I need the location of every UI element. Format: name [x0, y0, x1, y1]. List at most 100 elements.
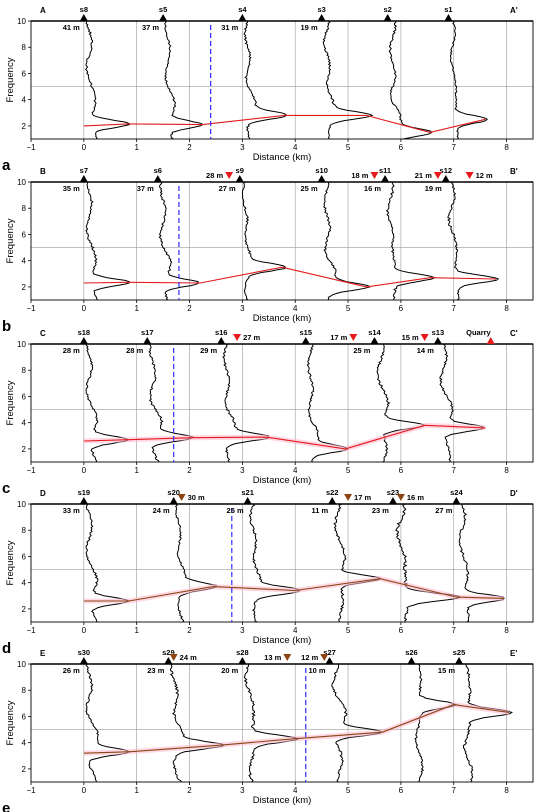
station-marker: [169, 497, 178, 504]
station-marker: [79, 175, 88, 182]
x-tick-label: 3: [240, 304, 245, 313]
x-tick-label: 8: [504, 786, 509, 795]
borehole-marker: [233, 334, 242, 341]
hvsr-curve: [248, 504, 301, 622]
x-tick-label: 6: [399, 143, 404, 152]
hvsr-curve: [158, 182, 200, 300]
hvsr-curve: [323, 182, 371, 300]
hvsr-curve: [458, 504, 505, 622]
plot-frame: [30, 663, 534, 783]
y-tick-label: 2: [22, 122, 27, 131]
x-tick-label: 2: [187, 304, 192, 313]
station-marker: [433, 337, 442, 344]
y-tick-label: 8: [22, 204, 27, 213]
y-tick-label: 10: [17, 178, 26, 187]
x-tick-label: 4: [293, 626, 298, 635]
station-depth: 14 m: [417, 346, 434, 355]
station-marker: [153, 175, 162, 182]
station-depth: 25 m: [227, 506, 244, 515]
y-axis-title: Frequency: [5, 700, 16, 745]
x-tick-label: 1: [134, 466, 139, 475]
station-label: s5: [159, 5, 167, 14]
x-axis-title: Distance (km): [253, 475, 312, 486]
y-tick-label: 10: [17, 17, 26, 26]
station-depth: 19 m: [301, 23, 318, 32]
y-tick-label: 4: [22, 96, 27, 105]
hvsr-curve: [148, 344, 195, 462]
station-depth: 27 m: [435, 506, 452, 515]
station-depth: 23 m: [372, 506, 389, 515]
station-marker: [444, 14, 453, 21]
borehole-marker: [465, 172, 474, 179]
profile-end-label: C': [510, 329, 518, 338]
station-depth: 19 m: [425, 184, 442, 193]
station-marker: [143, 337, 152, 344]
station-depth: 25 m: [301, 184, 318, 193]
station-marker: [317, 175, 326, 182]
panel-a: −1 0 1 2 3 4 5 6 7 8 2 4 6 8 10 Distance (km) Frequency a…: [2, 5, 534, 174]
panel-letter: e: [2, 800, 10, 812]
profile-start-label: E: [40, 649, 46, 658]
hvsr-curve: [164, 21, 204, 139]
station-depth: 27 m: [219, 184, 236, 193]
y-tick-label: 6: [22, 392, 27, 401]
station-marker: [407, 657, 416, 664]
x-tick-label: 0: [82, 143, 87, 152]
station-marker: [441, 175, 450, 182]
y-axis-title: Frequency: [5, 218, 16, 263]
y-tick-label: 4: [22, 419, 27, 428]
x-axis-title: Distance (km): [253, 313, 312, 324]
station-label: s1: [444, 5, 452, 14]
station-label: s24: [450, 488, 463, 497]
x-tick-label: 1: [134, 304, 139, 313]
x-tick-label: 7: [452, 626, 457, 635]
station-label: s3: [317, 5, 325, 14]
x-tick-label: 1: [134, 626, 139, 635]
x-tick-label: 5: [346, 466, 351, 475]
station-marker: [79, 497, 88, 504]
interface-line: [83, 114, 486, 133]
hvsr-curve: [388, 21, 433, 139]
x-tick-label: 3: [240, 143, 245, 152]
station-label: s18: [78, 328, 91, 337]
station-marker: [79, 14, 88, 21]
profile-start-label: B: [40, 167, 46, 176]
station-label: s16: [215, 328, 228, 337]
x-tick-label: 1: [134, 786, 139, 795]
station-depth: 41 m: [63, 23, 80, 32]
hvsr-curve: [439, 344, 485, 462]
x-tick-label: 2: [187, 786, 192, 795]
x-tick-label: 2: [187, 626, 192, 635]
x-tick-label: 7: [452, 786, 457, 795]
y-tick-label: 8: [22, 43, 27, 52]
station-label: Quarry: [466, 328, 491, 337]
profile-start-label: C: [40, 329, 46, 338]
hvsr-curve: [463, 664, 513, 782]
y-tick-label: 6: [22, 712, 27, 721]
borehole-depth: 24 m: [180, 653, 197, 662]
station-depth: 25 m: [353, 346, 370, 355]
hvsr-curve: [447, 182, 500, 300]
station-label: s30: [78, 648, 91, 657]
station-depth: 26 m: [63, 666, 80, 675]
station-label: s6: [154, 166, 162, 175]
station-marker: [370, 337, 379, 344]
panel-e: −1 0 1 2 3 4 5 6 7 8 2 4 6 8 10 Distance (km) Frequency e…: [2, 648, 534, 812]
x-tick-label: −1: [26, 466, 36, 475]
station-label: s27: [323, 648, 336, 657]
station-marker: [79, 337, 88, 344]
x-tick-label: −1: [26, 786, 36, 795]
hvsr-curve: [169, 664, 225, 782]
station-label: s20: [167, 488, 180, 497]
panel-c: −1 0 1 2 3 4 5 6 7 8 2 4 6 8 10 Distance (km) Frequency c…: [2, 328, 534, 497]
station-label: s15: [300, 328, 313, 337]
x-tick-label: 6: [399, 626, 404, 635]
profile-start-label: D: [40, 489, 46, 498]
hvsr-curve: [241, 182, 287, 300]
panel-letter: d: [2, 640, 11, 657]
station-marker: [238, 14, 247, 21]
station-marker: [164, 657, 173, 664]
interface-line: [83, 424, 486, 450]
borehole-marker: [344, 494, 353, 501]
borehole-depth: 21 m: [415, 171, 432, 180]
